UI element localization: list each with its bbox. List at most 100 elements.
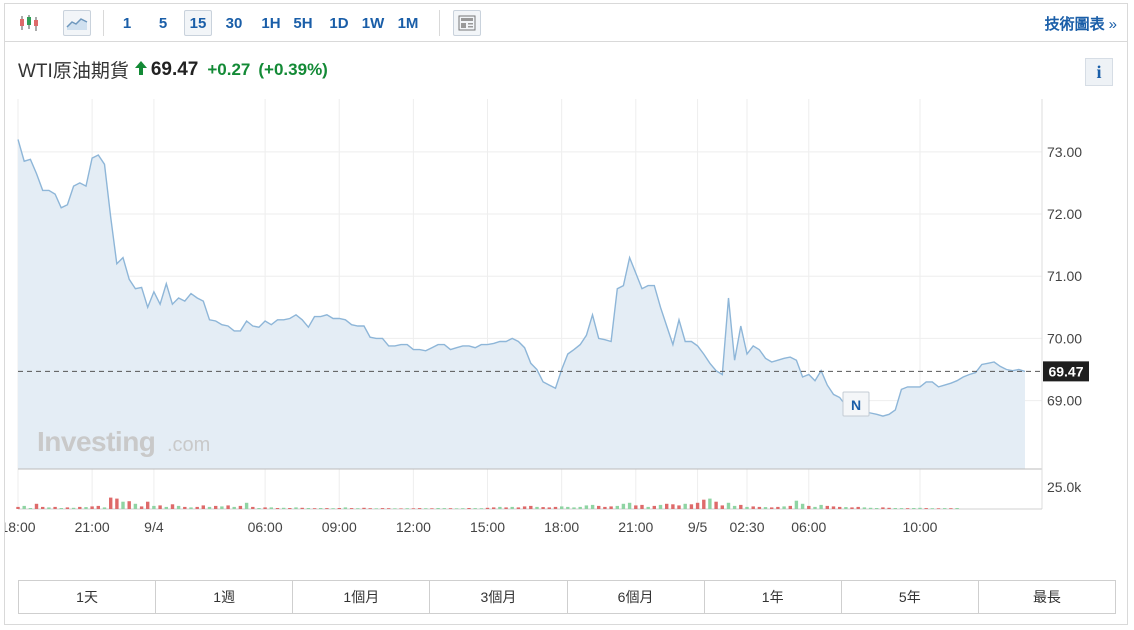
range-tab-6[interactable]: 5年 xyxy=(841,581,979,613)
volume-bar-90 xyxy=(572,507,576,509)
volume-bar-9 xyxy=(71,507,76,509)
price-change: +0.27 xyxy=(207,59,251,79)
range-selector: 1天 1週 1個月 3個月 6個月 1年 5年 最長 xyxy=(18,580,1116,614)
interval-button-1m[interactable]: 1M xyxy=(397,14,419,32)
volume-bar-152 xyxy=(955,508,959,509)
volume-bar-114 xyxy=(720,505,724,509)
volume-bar-109 xyxy=(689,504,694,509)
range-tab-1[interactable]: 1週 xyxy=(156,581,294,613)
volume-bar-14 xyxy=(102,507,107,509)
price-area xyxy=(18,139,1025,469)
info-button[interactable]: i xyxy=(1085,58,1113,86)
range-tab-2[interactable]: 1個月 xyxy=(293,581,431,613)
volume-bar-85 xyxy=(541,507,545,509)
volume-bar-127 xyxy=(800,503,805,509)
last-price-label: 69.47 xyxy=(1048,363,1083,379)
volume-bar-30 xyxy=(201,505,205,509)
area-chart-icon[interactable] xyxy=(63,10,91,36)
volume-bar-105 xyxy=(665,503,669,509)
volume-bar-88 xyxy=(560,506,564,509)
volume-bar-138 xyxy=(868,507,873,509)
volume-bar-46 xyxy=(300,507,304,509)
volume-bar-69 xyxy=(442,508,446,509)
volume-bar-53 xyxy=(343,507,348,509)
interval-button-1h[interactable]: 1H xyxy=(261,14,281,32)
time-tick-label-2: 9/4 xyxy=(144,519,164,535)
volume-bar-31 xyxy=(207,506,212,509)
volume-bar-6 xyxy=(53,506,57,509)
interval-button-5h[interactable]: 5H xyxy=(293,14,313,32)
news-layout-icon[interactable] xyxy=(453,10,481,36)
volume-bar-16 xyxy=(115,498,119,509)
volume-bar-20 xyxy=(139,506,144,509)
arrow-up-icon xyxy=(134,59,147,81)
volume-bar-80 xyxy=(510,506,514,509)
volume-bar-29 xyxy=(195,506,199,509)
interval-button-5[interactable]: 5 xyxy=(158,14,168,32)
volume-bar-123 xyxy=(776,506,780,509)
volume-bar-25 xyxy=(170,504,175,509)
range-tab-4[interactable]: 6個月 xyxy=(567,581,705,613)
volume-bar-52 xyxy=(337,508,341,509)
range-tab-5[interactable]: 1年 xyxy=(704,581,842,613)
volume-bar-83 xyxy=(529,505,533,509)
volume-bar-54 xyxy=(349,508,354,509)
news-marker xyxy=(842,391,870,417)
time-tick-label-3: 06:00 xyxy=(248,519,283,535)
volume-bar-17 xyxy=(121,501,125,509)
investing-watermark-suffix: .com xyxy=(167,434,210,456)
volume-bar-33 xyxy=(220,506,224,509)
volume-bar-77 xyxy=(492,507,496,509)
chevron-right-icon: » xyxy=(1108,16,1117,33)
volume-bar-32 xyxy=(214,505,218,509)
volume-bar-118 xyxy=(745,506,749,509)
volume-bar-104 xyxy=(658,504,663,509)
interval-button-15[interactable]: 15 xyxy=(184,10,212,36)
technical-chart-link[interactable]: 技術圖表» xyxy=(1045,13,1117,34)
volume-bar-125 xyxy=(788,505,792,509)
time-tick-label-0: 18:00 xyxy=(5,519,36,535)
price-tick-label-1: 72.00 xyxy=(1047,206,1082,222)
volume-bar-68 xyxy=(436,508,440,509)
interval-button-1[interactable]: 1 xyxy=(122,14,132,32)
price-tick-label-2: 71.00 xyxy=(1047,268,1082,284)
volume-bar-12 xyxy=(90,506,94,509)
interval-button-30[interactable]: 30 xyxy=(225,14,243,32)
volume-bar-43 xyxy=(282,507,286,509)
time-tick-label-5: 12:00 xyxy=(396,519,431,535)
volume-bar-56 xyxy=(362,507,366,509)
volume-bar-101 xyxy=(640,504,644,509)
volume-bar-65 xyxy=(417,508,422,509)
volume-bar-5 xyxy=(47,507,51,509)
volume-bar-42 xyxy=(275,508,280,509)
range-tab-7[interactable]: 最長 xyxy=(978,581,1115,613)
quote-header: WTI原油期貨 69.47 +0.27 (+0.39%) xyxy=(18,56,328,83)
range-tab-3[interactable]: 3個月 xyxy=(430,581,568,613)
range-tab-0[interactable]: 1天 xyxy=(19,581,157,613)
volume-bar-19 xyxy=(133,503,138,509)
volume-bar-106 xyxy=(671,504,675,509)
time-tick-label-9: 9/5 xyxy=(688,519,708,535)
volume-bar-95 xyxy=(603,506,607,509)
volume-bar-28 xyxy=(189,507,193,509)
candlestick-icon[interactable] xyxy=(15,10,43,36)
volume-bar-130 xyxy=(819,504,823,509)
interval-button-1w[interactable]: 1W xyxy=(361,14,385,32)
interval-button-1d[interactable]: 1D xyxy=(329,14,349,32)
volume-bar-79 xyxy=(504,507,508,509)
volume-bar-3 xyxy=(34,503,39,509)
volume-bar-82 xyxy=(522,506,527,509)
volume-bar-87 xyxy=(553,506,558,509)
volume-bar-22 xyxy=(152,505,156,509)
volume-bar-15 xyxy=(109,497,113,509)
volume-bar-132 xyxy=(831,506,836,509)
price-tick-label-3: 70.00 xyxy=(1047,330,1082,346)
volume-bar-62 xyxy=(399,508,403,509)
volume-bar-73 xyxy=(467,508,471,509)
volume-bar-26 xyxy=(176,505,181,509)
volume-bar-140 xyxy=(881,507,885,509)
time-tick-label-7: 18:00 xyxy=(544,519,579,535)
time-tick-label-8: 21:00 xyxy=(618,519,653,535)
volume-bar-98 xyxy=(621,503,626,509)
volume-bar-133 xyxy=(838,506,842,509)
